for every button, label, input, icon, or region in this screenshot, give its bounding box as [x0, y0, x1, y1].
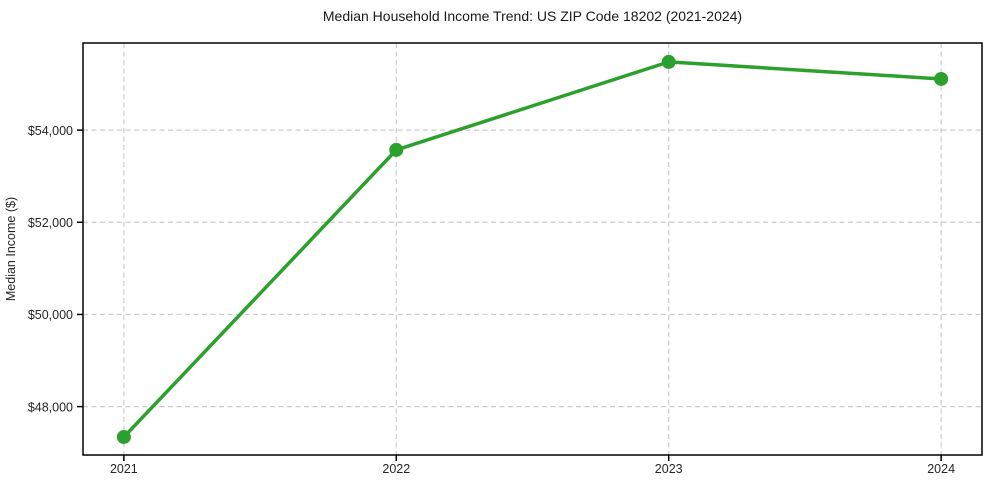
x-tick-label: 2024 [927, 462, 955, 476]
y-tick-label: $50,000 [28, 308, 73, 322]
x-tick-label: 2021 [110, 462, 138, 476]
trend-line [122, 60, 943, 439]
data-point-marker [389, 142, 404, 157]
x-tick-label: 2022 [382, 462, 410, 476]
y-tick-label: $48,000 [28, 400, 73, 414]
y-tick-label: $54,000 [28, 124, 73, 138]
data-point-marker [116, 430, 131, 445]
x-tick-label: 2023 [655, 462, 683, 476]
chart-title: Median Household Income Trend: US ZIP Co… [322, 8, 743, 24]
y-tick-label: $52,000 [28, 216, 73, 230]
y-axis-label: Median Income ($) [4, 197, 18, 301]
plot-border [82, 42, 983, 456]
data-point-marker [934, 71, 949, 86]
data-point-marker [661, 54, 676, 69]
